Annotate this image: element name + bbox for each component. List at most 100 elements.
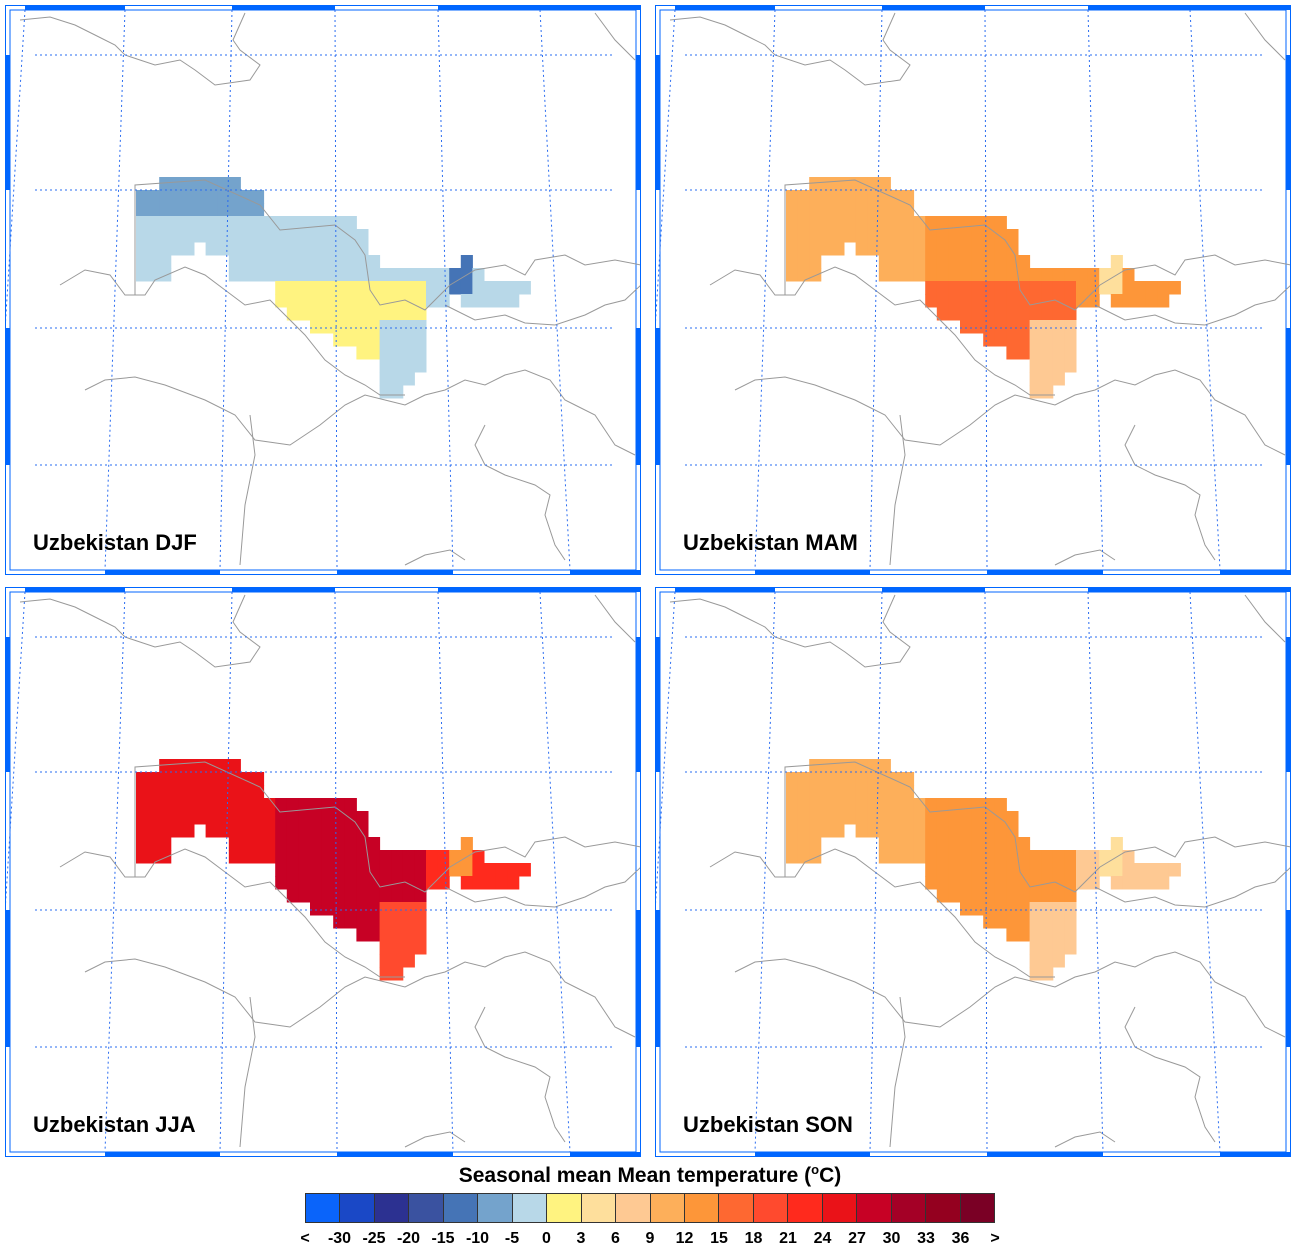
grid-cell <box>1006 915 1019 929</box>
grid-cell <box>252 190 265 204</box>
grid-cell <box>333 824 346 838</box>
grid-cell <box>1041 294 1054 308</box>
grid-cell <box>310 294 323 308</box>
grid-cell <box>797 837 810 851</box>
grid-cell <box>437 294 450 308</box>
colorbar-swatch <box>340 1194 375 1222</box>
grid-cell <box>983 216 996 230</box>
grid-cell <box>310 281 323 295</box>
grid-cell <box>321 320 334 334</box>
grid-cell <box>356 811 369 825</box>
grid-cell <box>310 863 323 877</box>
grid-cell <box>518 281 531 295</box>
grid-cell <box>878 824 891 838</box>
grid-cell <box>147 798 160 812</box>
grid-cell <box>391 863 404 877</box>
grid-cell <box>1006 346 1019 360</box>
grid-cell <box>820 772 833 786</box>
graticule-meridian <box>219 591 233 1153</box>
grid-cell <box>1157 281 1170 295</box>
graticule-meridian <box>219 9 233 571</box>
grid-cell <box>1087 863 1100 877</box>
grid-cell <box>437 863 450 877</box>
grid-cell <box>368 915 381 929</box>
grid-cell <box>994 824 1007 838</box>
grid-cell <box>878 785 891 799</box>
grid-cell <box>890 811 903 825</box>
colorbar-swatch <box>891 1194 927 1222</box>
grid-cell <box>832 203 845 217</box>
grid-cell <box>925 242 938 256</box>
colorbar-swatch <box>650 1194 685 1222</box>
grid-cell <box>960 255 973 269</box>
grid-cell <box>344 876 357 890</box>
grid-cell <box>809 759 822 773</box>
grid-cell <box>1099 850 1112 864</box>
grid-cell <box>437 850 450 864</box>
graticule-meridian <box>104 9 126 571</box>
grid-cell <box>182 785 195 799</box>
grid-cell <box>391 346 404 360</box>
grid-cell <box>182 811 195 825</box>
grid-cell <box>1110 294 1123 308</box>
grid-cell <box>194 772 207 786</box>
colorbar-title-text: Seasonal mean Mean temperature ( <box>458 1164 812 1187</box>
map-outer-frame <box>655 587 1291 1157</box>
grid-cell <box>902 229 915 243</box>
grid-cell <box>1052 268 1065 282</box>
grid-cell <box>170 242 183 256</box>
colorbar-swatch <box>512 1194 548 1222</box>
graticule-meridian <box>334 9 338 571</box>
grid-cell <box>809 216 822 230</box>
colorbar-tick-label: 33 <box>917 1230 935 1247</box>
grid-cell <box>1029 915 1042 929</box>
grid-cell <box>263 811 276 825</box>
grid-cell <box>182 229 195 243</box>
country-border <box>709 266 1055 396</box>
grid-cell <box>252 242 265 256</box>
grid-cell <box>844 203 857 217</box>
grid-cell <box>240 824 253 838</box>
grid-cell <box>344 268 357 282</box>
grid-cell <box>832 811 845 825</box>
grid-cell <box>507 863 520 877</box>
country-border <box>384 369 636 456</box>
grid-cell <box>356 928 369 942</box>
grid-cell <box>228 798 241 812</box>
grid-cell <box>936 824 949 838</box>
grid-cell <box>437 268 450 282</box>
grid-cell <box>971 837 984 851</box>
frame-tick <box>1286 328 1291 465</box>
grid-cell <box>147 837 160 851</box>
grid-cell <box>971 902 984 916</box>
grid-cell <box>391 902 404 916</box>
country-border <box>84 958 386 1028</box>
grid-cell <box>878 772 891 786</box>
grid-cell <box>971 242 984 256</box>
grid-cell <box>1052 863 1065 877</box>
grid-cell <box>994 876 1007 890</box>
frame-tick <box>5 910 10 1047</box>
grid-cell <box>356 242 369 256</box>
grid-cell <box>472 850 485 864</box>
grid-cell <box>136 242 149 256</box>
grid-cell <box>159 242 172 256</box>
map-outer-frame <box>5 5 641 575</box>
grid-cell <box>809 268 822 282</box>
grid-cell <box>960 824 973 838</box>
grid-cell <box>368 876 381 890</box>
grid-cell <box>1006 889 1019 903</box>
grid-cell <box>205 216 218 230</box>
grid-cell <box>402 346 415 360</box>
grid-cell <box>1064 902 1077 916</box>
grid-cell <box>1018 294 1031 308</box>
map-outer-frame <box>5 587 641 1157</box>
grid-cell <box>379 333 392 347</box>
grid-cell <box>333 915 346 929</box>
grid-cell <box>820 216 833 230</box>
grid-cell <box>217 242 230 256</box>
grid-cell <box>1122 294 1135 308</box>
grid-cell <box>786 811 799 825</box>
grid-cell <box>960 281 973 295</box>
grid-cell <box>391 359 404 373</box>
